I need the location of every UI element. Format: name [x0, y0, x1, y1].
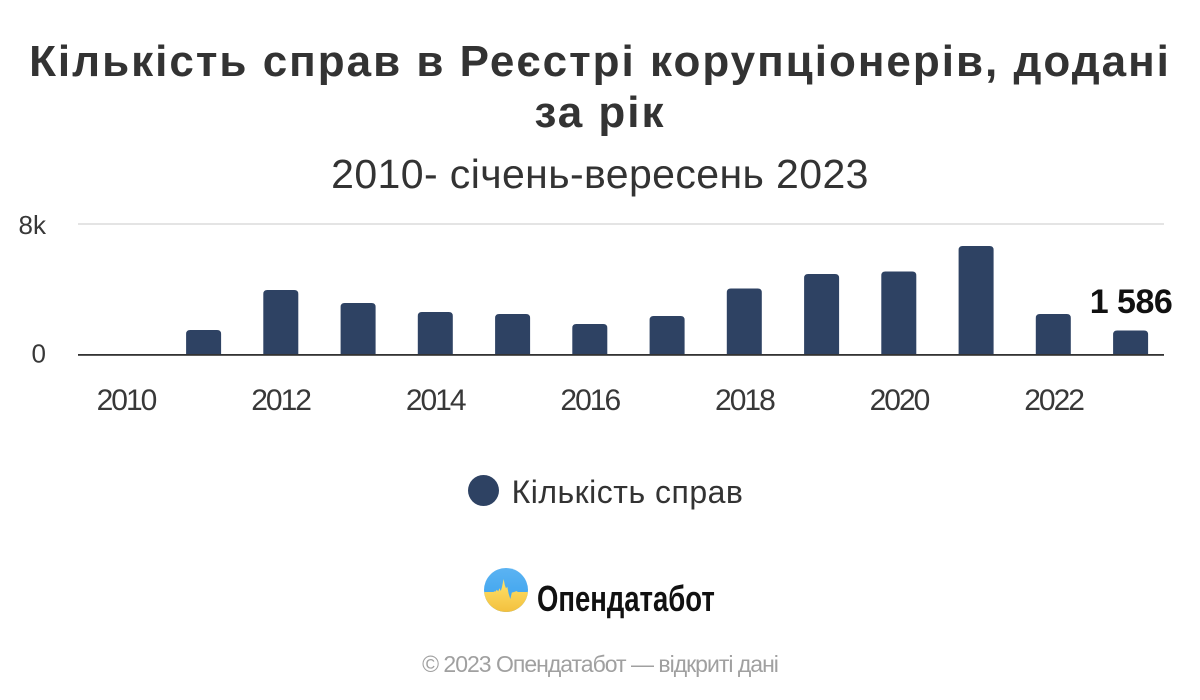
svg-text:2022: 2022	[1024, 384, 1084, 417]
svg-text:2012: 2012	[251, 384, 311, 417]
svg-text:8k: 8k	[19, 210, 47, 240]
svg-text:2018: 2018	[715, 384, 775, 417]
svg-text:2010: 2010	[97, 384, 157, 417]
svg-text:2016: 2016	[560, 384, 620, 417]
svg-text:1 586: 1 586	[1090, 283, 1173, 321]
svg-text:2020: 2020	[870, 384, 930, 417]
svg-text:2014: 2014	[406, 384, 466, 417]
svg-text:0: 0	[32, 339, 46, 369]
